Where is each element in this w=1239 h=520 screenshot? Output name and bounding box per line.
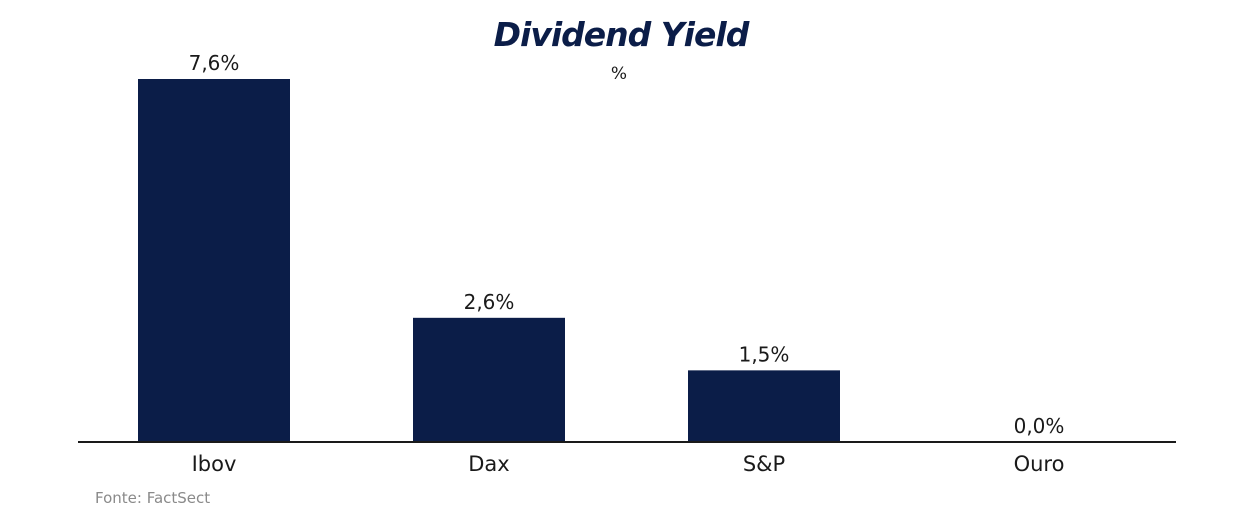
x-tick-labels-group: Ibov Dax S&P Ouro xyxy=(192,452,1065,476)
data-label-ibov: 7,6% xyxy=(189,51,240,75)
x-tick-label-ouro: Ouro xyxy=(1014,452,1065,476)
bar-dax xyxy=(413,317,565,442)
x-tick-label-s-p: S&P xyxy=(743,452,785,476)
x-tick-label-dax: Dax xyxy=(468,452,509,476)
source-note: Fonte: FactSect xyxy=(95,489,210,507)
data-labels-group: 7,6% 2,6% 1,5% 0,0% xyxy=(189,51,1065,438)
x-tick-label-ibov: Ibov xyxy=(192,452,237,476)
chart-title: Dividend Yield xyxy=(494,15,750,54)
data-label-ouro: 0,0% xyxy=(1014,414,1065,438)
bars-group xyxy=(138,79,840,442)
chart-subtitle: % xyxy=(611,64,627,84)
bar-s-p xyxy=(688,370,840,442)
data-label-s-p: 1,5% xyxy=(739,342,790,366)
data-label-dax: 2,6% xyxy=(464,290,515,314)
bar-ibov xyxy=(138,79,290,442)
